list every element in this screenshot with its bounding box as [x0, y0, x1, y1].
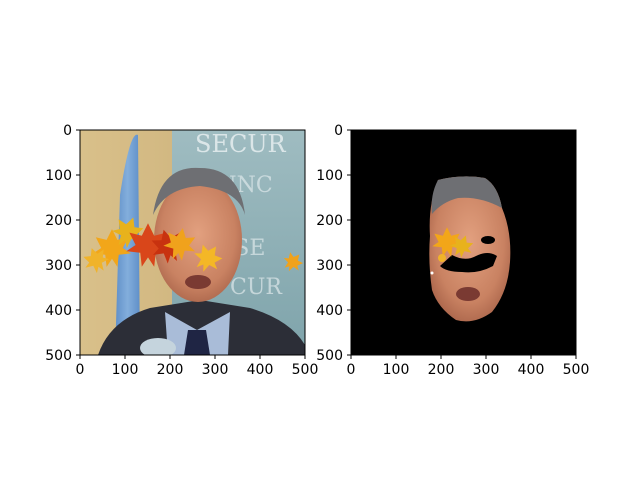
y-tick-label: 100 — [316, 168, 343, 184]
segmented-hair — [431, 176, 502, 214]
mouth — [185, 275, 211, 289]
face — [154, 178, 242, 302]
tie — [184, 330, 210, 355]
x-tick-label: 200 — [428, 362, 455, 378]
y-tick-label: 500 — [45, 348, 72, 364]
microphone — [140, 338, 176, 355]
right-axes-frame — [350, 129, 577, 356]
y-tick-label: 400 — [316, 303, 343, 319]
y-tick-label: 400 — [45, 303, 72, 319]
leaf-fragment — [438, 254, 446, 262]
y-tick-label: 100 — [45, 168, 72, 184]
segmented-face — [429, 176, 511, 322]
occlusion-hole — [481, 236, 495, 244]
left-image-panel: SECUR OUNC NSE CUR — [80, 130, 305, 355]
x-tick-label: 300 — [473, 362, 500, 378]
right-image-panel — [351, 130, 576, 355]
x-tick-label: 0 — [76, 362, 85, 378]
left-axes-frame — [79, 129, 306, 356]
speckle — [430, 271, 434, 275]
y-tick-label: 200 — [45, 213, 72, 229]
y-tick-label: 300 — [45, 258, 72, 274]
x-tick-label: 100 — [112, 362, 139, 378]
x-tick-label: 200 — [157, 362, 184, 378]
y-tick-label: 300 — [316, 258, 343, 274]
x-tick-label: 500 — [563, 362, 590, 378]
hair — [153, 167, 245, 215]
segmented-mouth — [456, 287, 480, 301]
y-tick-label: 500 — [316, 348, 343, 364]
x-tick-label: 300 — [202, 362, 229, 378]
banner-text-row-4: CUR — [230, 275, 283, 300]
x-tick-label: 400 — [518, 362, 545, 378]
occlusion-hole — [440, 253, 497, 273]
x-tick-label: 400 — [247, 362, 274, 378]
x-tick-label: 0 — [347, 362, 356, 378]
banner-text: SECUR — [195, 130, 287, 158]
x-tick-label: 100 — [383, 362, 410, 378]
y-tick-label: 0 — [334, 123, 343, 139]
y-tick-label: 0 — [63, 123, 72, 139]
y-tick-label: 200 — [316, 213, 343, 229]
x-tick-label: 500 — [292, 362, 319, 378]
